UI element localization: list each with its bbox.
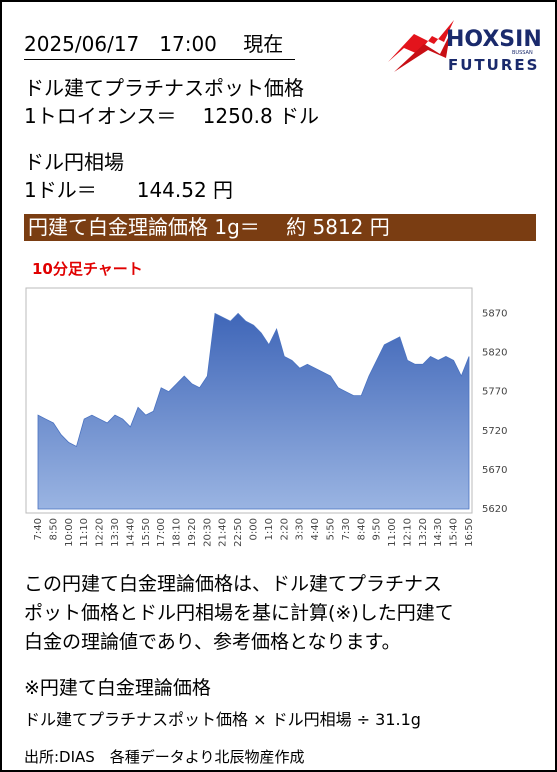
- x-tick-label: 17:00: [156, 518, 167, 547]
- chart-title: 10分足チャート: [32, 260, 143, 278]
- x-tick-label: 2:20: [279, 518, 290, 540]
- banner: 円建て白金理論価格 1g＝ 約 5812 円: [24, 214, 536, 241]
- note-title: ※円建て白金理論価格: [24, 677, 211, 699]
- area: [37, 312, 470, 510]
- x-tick-label: 4:40: [310, 518, 321, 540]
- y-tick-label: 5670: [482, 465, 507, 476]
- chart: 5620 5670 5720 5770 5820 5870 7:40 8:50 10:00 11:…: [25, 287, 507, 547]
- x-tick-label: 10:00: [64, 518, 75, 547]
- y-tick-label: 5870: [482, 308, 507, 319]
- y-tick-label: 5820: [482, 348, 507, 359]
- timestamp: 2025/06/17 17:00 現在: [24, 28, 296, 60]
- logo-sub: FUTURES: [448, 56, 539, 74]
- note-line: この円建て白金理論価格は、ドル建てプラチナス: [24, 573, 443, 595]
- platinum-label: ドル建てプラチナスポット価格: [24, 76, 304, 100]
- source: 出所:DIAS 各種データより北辰物産作成: [24, 748, 305, 766]
- x-tick-label: 22:50: [233, 518, 244, 547]
- formula: ドル建てプラチナスポット価格 × ドル円相場 ÷ 31.1g: [24, 710, 421, 729]
- platinum-line: 1トロイオンス＝ 1250.8 ドル: [24, 104, 320, 128]
- note-line: 白金の理論値であり、参考価格となります。: [24, 631, 401, 653]
- x-tick-label: 12:20: [95, 518, 106, 547]
- x-tick-label: 1:10: [264, 518, 275, 540]
- plot-frame: [25, 287, 473, 514]
- y-tick-label: 5770: [482, 387, 507, 398]
- x-tick-label: 18:10: [172, 518, 183, 547]
- x-tick-label: 0:00: [249, 518, 260, 540]
- logo-small: BUSSAN: [512, 50, 533, 56]
- y-tick-label: 5620: [482, 504, 507, 515]
- x-tick-label: 13:30: [110, 518, 121, 547]
- fx-label: ドル円相場: [24, 150, 124, 174]
- x-tick-label: 9:50: [372, 518, 383, 540]
- x-tick-label: 5:50: [325, 518, 336, 540]
- x-tick-label: 15:50: [141, 518, 152, 547]
- x-tick-label: 16:50: [464, 518, 475, 547]
- x-tick-label: 19:20: [187, 518, 198, 547]
- x-tick-label: 12:10: [402, 518, 413, 547]
- note-line: ポット価格とドル円相場を基に計算(※)した円建て: [24, 602, 454, 624]
- logo: HOXSIN BUSSAN FUTURES: [388, 20, 542, 74]
- x-tick-label: 8:50: [48, 518, 59, 540]
- x-tick-label: 7:40: [33, 518, 44, 540]
- x-tick-label: 13:20: [418, 518, 429, 547]
- x-tick-label: 8:40: [356, 518, 367, 540]
- fx-line: 1ドル＝ 144.52 円: [24, 178, 234, 202]
- logo-main: HOXSIN: [446, 27, 542, 52]
- x-tick-label: 15:40: [449, 518, 460, 547]
- x-tick-label: 14:40: [125, 518, 136, 547]
- x-tick-label: 14:30: [433, 518, 444, 547]
- x-tick-label: 11:10: [79, 518, 90, 547]
- x-tick-label: 20:30: [202, 518, 213, 547]
- y-tick-label: 5720: [482, 426, 507, 437]
- x-tick-label: 7:30: [341, 518, 352, 540]
- x-tick-label: 21:40: [218, 518, 229, 547]
- x-tick-label: 3:30: [295, 518, 306, 540]
- x-tick-label: 11:00: [387, 518, 398, 547]
